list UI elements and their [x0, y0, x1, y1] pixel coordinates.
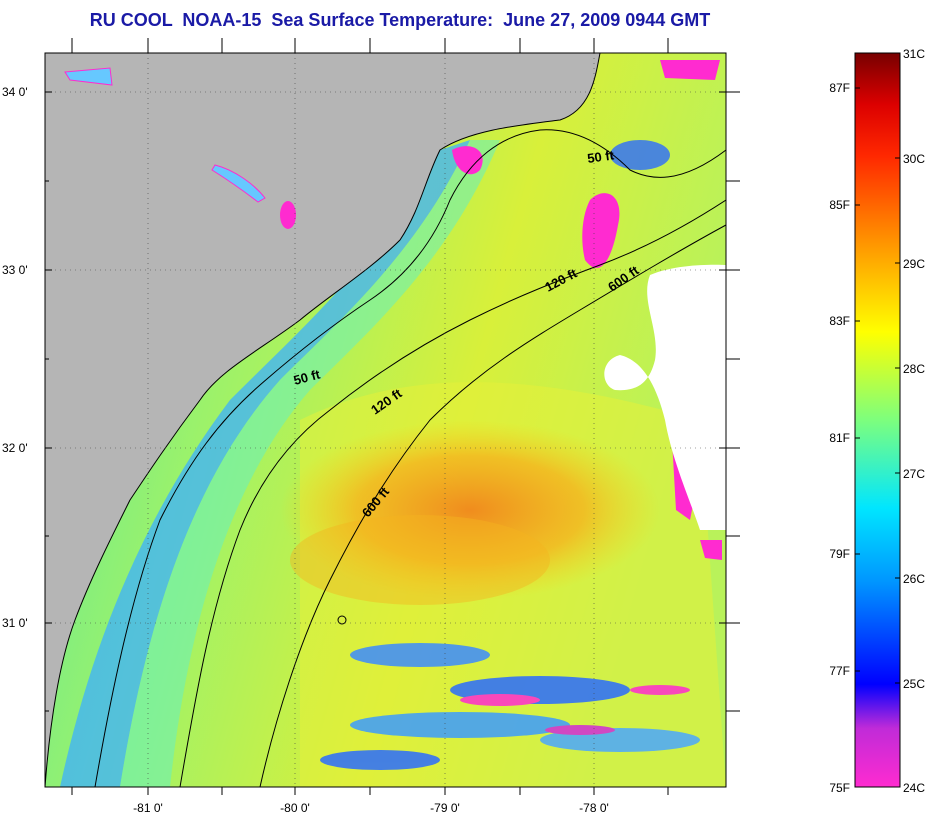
cold-patch: [610, 140, 670, 170]
lon-label-78: -78 0': [579, 801, 609, 815]
lat-label-31: 31 0': [2, 616, 28, 630]
colorbar: 31C 30C 29C 28C 27C 26C 25C 24C 87F 85F …: [829, 47, 925, 795]
contour-50ft: [94, 129, 726, 787]
contour-600ft-ring: [337, 615, 347, 625]
lon-label-81: -81 0': [133, 801, 163, 815]
colorbar-label-87f: 87F: [829, 81, 850, 95]
cool-eddies: [320, 643, 700, 770]
colorbar-label-75f: 75F: [829, 781, 850, 795]
land-lakes: [64, 67, 296, 229]
sst-map: 50 ft 120 ft 600 ft 50 ft 120 ft 600 ft: [45, 53, 726, 787]
lat-label-32: 32 0': [2, 441, 28, 455]
colorbar-label-26c: 26C: [903, 572, 925, 586]
colorbar-ticks: [855, 52, 900, 788]
bathymetry-contours: [94, 129, 726, 787]
colorbar-label-27c: 27C: [903, 467, 925, 481]
colorbar-label-24c: 24C: [903, 781, 925, 795]
lon-label-79: -79 0': [430, 801, 460, 815]
colorbar-label-85f: 85F: [829, 198, 850, 212]
cloud-mask: [604, 264, 726, 530]
colorbar-label-77f: 77F: [829, 664, 850, 678]
warm-pool: [280, 420, 660, 600]
warm-pool-core: [290, 515, 550, 605]
coastal-mid-band: [120, 140, 500, 787]
contour-120ft: [179, 199, 726, 787]
map-frame: [44, 52, 727, 788]
lat-label-33: 33 0': [2, 263, 28, 277]
colorbar-label-79f: 79F: [829, 547, 850, 561]
lat-label-34: 34 0': [2, 85, 28, 99]
colorbar-label-28c: 28C: [903, 362, 925, 376]
lon-label-80: -80 0': [280, 801, 310, 815]
land-mass: [45, 53, 601, 787]
colorbar-label-25c: 25C: [903, 677, 925, 691]
contour-label-50ft-ne: 50 ft: [586, 147, 615, 166]
contour-600ft: [259, 224, 726, 787]
colorbar-label-83f: 83F: [829, 314, 850, 328]
map-title: RU COOL NOAA-15 Sea Surface Temperature:…: [89, 10, 711, 30]
colorbar-label-29c: 29C: [903, 257, 925, 271]
contour-label-50ft-mid: 50 ft: [292, 366, 322, 388]
colorbar-label-81f: 81F: [829, 431, 850, 445]
colorbar-gradient: [854, 52, 901, 788]
colorbar-label-30c: 30C: [903, 152, 925, 166]
colorbar-label-31c: 31C: [903, 47, 925, 61]
graticule: [45, 53, 726, 787]
coastal-cool-band: [60, 140, 470, 787]
axis-ticks: [45, 38, 740, 795]
